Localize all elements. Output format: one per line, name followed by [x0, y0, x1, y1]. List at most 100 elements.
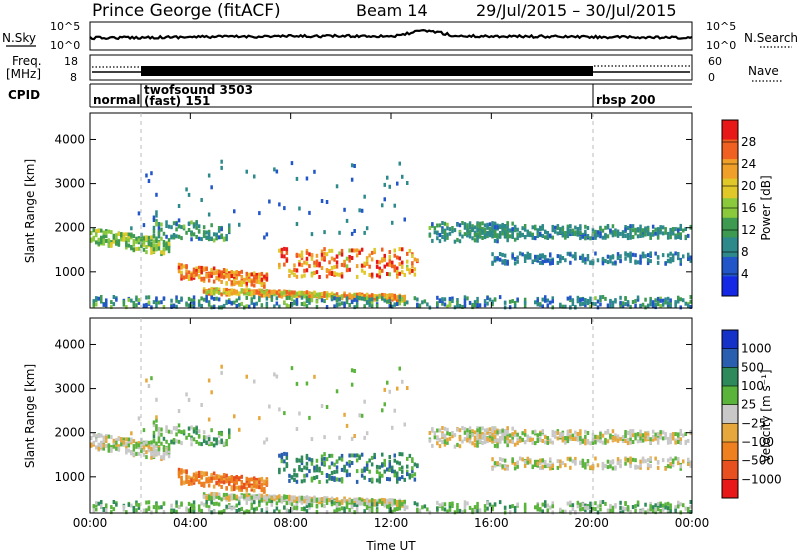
velocity-cell [365, 501, 369, 506]
power-cell [368, 253, 371, 258]
velocity-cell [564, 440, 567, 445]
velocity-cell [586, 506, 590, 511]
velocity-cell [378, 465, 382, 470]
power-cell [187, 303, 191, 308]
power-cell [195, 221, 198, 226]
power-cell [544, 259, 547, 264]
power-cell [453, 239, 457, 244]
power-cell [250, 272, 254, 277]
velocity-cell [416, 463, 419, 468]
velocity-cell [192, 427, 196, 432]
power-cell [268, 199, 271, 204]
velocity-cell [253, 479, 256, 484]
power-cell [443, 302, 447, 307]
velocity-cell [115, 502, 118, 507]
velocity-cell [401, 465, 404, 470]
power-cell [235, 270, 239, 274]
velocity-cell [117, 437, 121, 442]
power-cell [488, 230, 492, 235]
power-cell [518, 233, 522, 238]
velocity-cell [536, 461, 540, 466]
power-cell [350, 299, 354, 304]
velocity-cell [381, 452, 384, 457]
velocity-cell [187, 479, 191, 484]
velocity-cell [238, 477, 241, 482]
velocity-cell [167, 454, 171, 459]
power-cell [513, 304, 517, 309]
power-cell [305, 176, 309, 181]
velocity-cell [646, 432, 650, 437]
power-cell [554, 225, 557, 230]
velocity-cell [240, 507, 244, 511]
velocity-cell [606, 465, 610, 470]
velocity-cell [207, 505, 211, 510]
power-cell [333, 296, 336, 301]
velocity-cell [677, 457, 680, 461]
velocity-cell [147, 447, 151, 452]
power-cell [584, 300, 587, 305]
power-cell [476, 228, 479, 233]
velocity-cell [350, 453, 354, 458]
velocity-cell [506, 430, 509, 435]
power-cell [569, 305, 572, 310]
power-cell [202, 278, 206, 283]
power-cell [544, 255, 547, 260]
velocity-cell [501, 429, 504, 434]
velocity-cell [539, 507, 542, 512]
velocity-cell [253, 483, 256, 488]
power-cell [561, 304, 565, 309]
velocity-cell [258, 498, 261, 503]
power-cell [641, 228, 645, 233]
power-cell [629, 224, 632, 229]
power-cell [516, 259, 519, 264]
velocity-cell [365, 463, 369, 468]
power-cell [569, 224, 572, 229]
velocity-cell [112, 507, 116, 512]
power-cell [217, 287, 221, 292]
power-cell [105, 303, 108, 308]
velocity-cell [483, 504, 487, 509]
power-cell [611, 261, 615, 266]
power-cell [488, 297, 492, 302]
power-cell [238, 302, 241, 307]
power-cell [649, 259, 652, 264]
power-cell [365, 226, 369, 231]
power-cell [448, 296, 452, 301]
power-cell [621, 230, 625, 235]
velocity-cell [626, 431, 630, 436]
velocity-cell [230, 479, 234, 483]
velocity-cell [273, 497, 276, 502]
power-cell [498, 231, 502, 235]
velocity-cell [381, 463, 384, 468]
velocity-cell [493, 443, 497, 448]
power-cell [235, 298, 239, 303]
power-cell [611, 300, 615, 305]
velocity-cell [473, 443, 477, 448]
power-cell [596, 233, 600, 238]
velocity-cell [554, 430, 557, 435]
power-heatmap-cells [90, 159, 693, 310]
velocity-cell [363, 475, 366, 480]
velocity-cell [388, 468, 392, 472]
velocity-cell [363, 399, 366, 404]
velocity-cell [152, 423, 156, 427]
power-cell [433, 226, 437, 231]
velocity-cell [343, 464, 346, 469]
velocity-cell [112, 500, 116, 504]
velocity-cell [611, 466, 615, 471]
power-cell [147, 300, 151, 305]
power-cell [601, 256, 605, 261]
velocity-cell [278, 467, 281, 472]
velocity-cell [526, 434, 530, 439]
velocity-cell [315, 464, 319, 469]
power-cell [207, 274, 211, 279]
power-cell [526, 255, 530, 260]
velocity-cell [687, 462, 690, 466]
power-cell [536, 302, 540, 307]
colorbar-swatch [722, 386, 738, 406]
velocity-cell [493, 461, 497, 466]
velocity-cell [270, 496, 274, 501]
power-cell [132, 300, 136, 305]
velocity-cell [391, 500, 394, 505]
velocity-cell [448, 436, 452, 441]
